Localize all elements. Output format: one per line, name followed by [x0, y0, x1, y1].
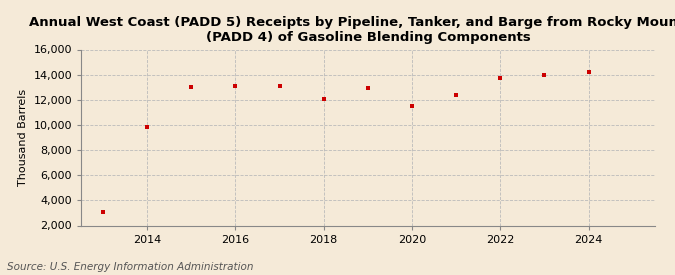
- Point: [495, 76, 506, 81]
- Title: Annual West Coast (PADD 5) Receipts by Pipeline, Tanker, and Barge from Rocky Mo: Annual West Coast (PADD 5) Receipts by P…: [29, 16, 675, 44]
- Point: [583, 70, 594, 74]
- Point: [230, 84, 241, 88]
- Point: [319, 96, 329, 101]
- Point: [186, 85, 196, 89]
- Y-axis label: Thousand Barrels: Thousand Barrels: [18, 89, 28, 186]
- Point: [98, 210, 109, 214]
- Point: [539, 72, 550, 77]
- Point: [362, 86, 373, 91]
- Point: [406, 104, 417, 108]
- Text: Source: U.S. Energy Information Administration: Source: U.S. Energy Information Administ…: [7, 262, 253, 272]
- Point: [451, 93, 462, 97]
- Point: [274, 84, 285, 88]
- Point: [142, 125, 153, 130]
